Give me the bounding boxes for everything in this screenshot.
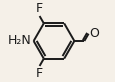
- Text: F: F: [35, 67, 42, 80]
- Text: O: O: [89, 27, 99, 40]
- Text: F: F: [35, 2, 42, 15]
- Text: H₂N: H₂N: [7, 35, 31, 47]
